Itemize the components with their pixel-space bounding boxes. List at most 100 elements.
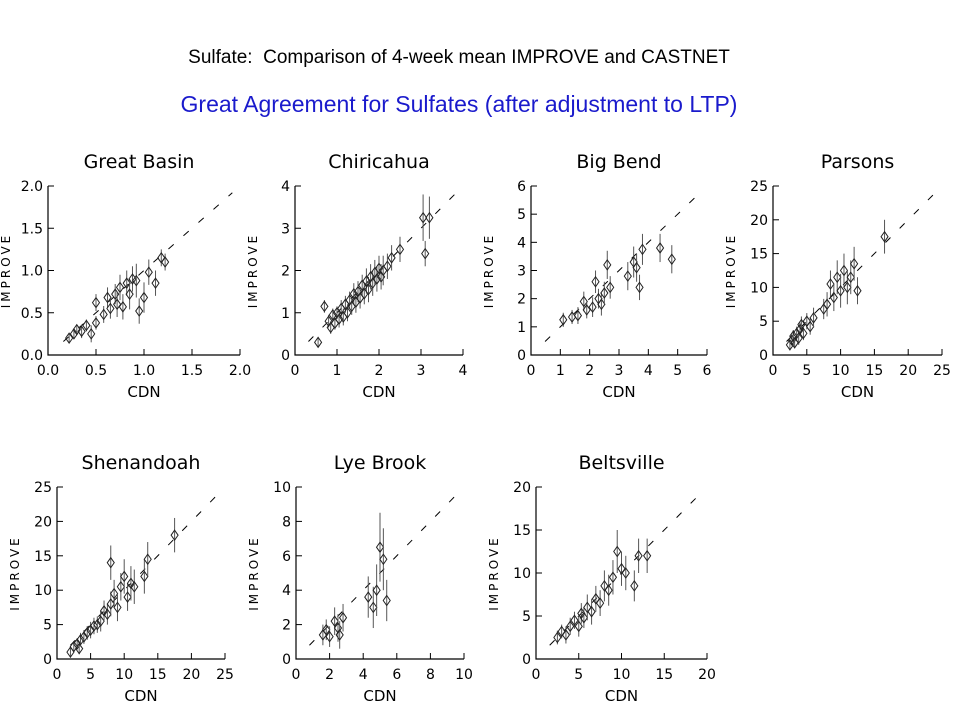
data-point <box>608 571 618 584</box>
one-to-one-line <box>544 192 701 342</box>
data-point <box>91 317 101 329</box>
panel-title: Chiricahua <box>328 151 430 173</box>
x-tick-label: 15 <box>655 667 673 683</box>
scatter-panel-big-bend: 0 1 2 3 4 5 6 0 1 2 3 4 5 6 Big Bend CDN IMPROVE <box>482 151 712 401</box>
data-point <box>76 633 85 646</box>
data-point <box>69 328 79 340</box>
y-tick-label: 5 <box>522 609 531 625</box>
x-tick-label: 0 <box>292 667 301 683</box>
data-point <box>143 553 152 566</box>
scatter-panel-chiricahua: 0 1 2 3 4 0 1 2 3 4 Chiricahua CDN IMPROVE <box>246 151 468 401</box>
y-tick-label: 2 <box>517 292 526 308</box>
panel-title: Parsons <box>821 151 895 173</box>
data-point <box>843 281 852 294</box>
y-tick-label: 15 <box>750 247 768 263</box>
data-point <box>122 277 131 290</box>
y-tick-label: 4 <box>281 179 290 195</box>
data-point <box>116 580 125 593</box>
x-axis-label: CDN <box>127 383 160 401</box>
x-axis-label: CDN <box>124 687 157 705</box>
x-tick-label: 5 <box>574 667 583 683</box>
y-tick-label: 3 <box>517 264 526 280</box>
data-point <box>809 311 818 324</box>
x-axis-label: CDN <box>362 383 395 401</box>
data-point <box>799 327 808 340</box>
y-tick-label: 0.0 <box>21 348 43 364</box>
data-point <box>566 620 575 633</box>
y-tick-label: 0.5 <box>21 306 43 322</box>
data-point <box>144 266 153 279</box>
x-tick-label: 10 <box>455 667 473 683</box>
data-point <box>103 608 112 621</box>
y-axis-label: IMPROVE <box>482 233 496 309</box>
data-point <box>588 301 597 313</box>
data-point <box>632 261 641 274</box>
y-tick-label: 10 <box>513 566 531 582</box>
y-axis-label: IMPROVE <box>487 535 501 611</box>
x-axis-label: CDN <box>841 383 874 401</box>
data-point <box>655 242 665 254</box>
x-tick-label: 2 <box>325 667 334 683</box>
x-tick-label: 25 <box>933 363 951 379</box>
x-tick-label: 3 <box>417 363 426 379</box>
data-point <box>113 601 122 614</box>
data-point <box>93 618 102 631</box>
data-point <box>880 230 889 243</box>
x-axis-label: CDN <box>363 687 396 705</box>
y-tick-label: 10 <box>34 583 52 599</box>
y-tick-label: 3 <box>281 221 290 237</box>
y-tick-label: 0 <box>43 652 52 668</box>
data-point <box>797 318 806 331</box>
x-tick-label: 6 <box>392 667 401 683</box>
data-point <box>850 257 859 270</box>
data-point <box>621 567 630 579</box>
y-axis-label: IMPROVE <box>724 233 738 309</box>
y-tick-label: 0 <box>522 652 531 668</box>
data-point <box>369 601 378 614</box>
x-tick-label: 2.0 <box>229 363 251 379</box>
y-tick-label: 6 <box>517 179 526 195</box>
x-tick-label: 20 <box>182 667 200 683</box>
data-point <box>579 295 588 308</box>
data-point <box>320 300 329 313</box>
scatter-panel-lye-brook: 0 2 4 6 8 10 0 2 4 6 8 10 Lye Brook CDN IMPROVE <box>247 452 473 705</box>
x-axis-label: CDN <box>602 383 635 401</box>
x-tick-label: 3 <box>615 363 624 379</box>
data-point <box>161 256 170 268</box>
x-tick-label: 0 <box>53 667 62 683</box>
y-axis-label: IMPROVE <box>247 535 261 611</box>
y-tick-label: 20 <box>34 514 52 530</box>
y-tick-label: 0 <box>281 348 290 364</box>
data-point <box>334 313 344 325</box>
y-tick-label: 0 <box>517 348 526 364</box>
y-tick-label: 5 <box>43 618 52 634</box>
y-tick-label: 6 <box>282 549 291 565</box>
data-point <box>151 277 160 290</box>
data-point <box>126 577 136 590</box>
y-tick-label: 8 <box>282 514 291 530</box>
slide-subtitle: Great Agreement for Sulfates (after adju… <box>180 91 738 117</box>
data-point <box>372 584 381 597</box>
x-tick-label: 1 <box>333 363 342 379</box>
data-point <box>836 284 845 297</box>
y-tick-label: 4 <box>517 235 526 251</box>
panel-title: Big Bend <box>576 151 661 173</box>
data-point <box>82 319 91 332</box>
data-point <box>613 545 622 558</box>
y-tick-label: 20 <box>513 480 531 496</box>
x-tick-label: 0 <box>769 363 778 379</box>
x-tick-label: 10 <box>115 667 133 683</box>
data-point <box>418 211 428 224</box>
data-point <box>139 291 149 304</box>
data-point <box>106 302 115 315</box>
data-point <box>829 291 838 304</box>
y-tick-label: 2.0 <box>21 179 43 195</box>
scatter-panel-great-basin: 0.0 0.5 1.0 1.5 2.0 0.0 0.5 1.0 1.5 2.0 Great Basi… <box>0 151 251 401</box>
data-point <box>77 325 86 338</box>
x-tick-label: 1.0 <box>133 363 155 379</box>
data-point <box>69 640 78 653</box>
y-tick-label: 0 <box>282 652 291 668</box>
data-point <box>606 281 615 294</box>
data-point <box>118 300 127 313</box>
data-point <box>382 594 391 607</box>
